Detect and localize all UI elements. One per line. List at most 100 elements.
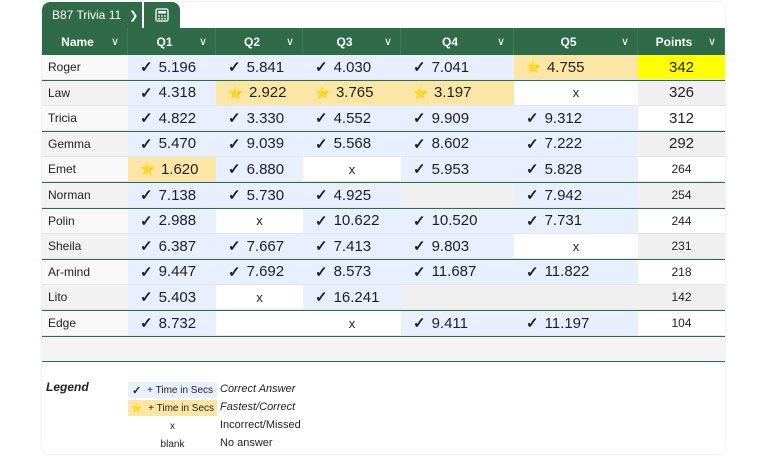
answer-cell-q3: ✓ 4.925 [303,183,401,208]
answer-value: 4.822 [158,109,197,127]
chevron-down-icon: ∨ [383,36,392,48]
checkmark-icon: ✓ [140,263,153,281]
answer-value: 7.138 [158,186,197,204]
answer-cell-q4: ✓ 5.953 [401,157,514,183]
checkmark-icon: ✓ [413,238,426,256]
player-name: Tricia [42,106,128,132]
answer-cell-q3: x [303,157,401,183]
column-header-label: Q2 [243,34,260,49]
chevron-down-icon: ∨ [198,36,207,48]
column-header-q1[interactable]: Q1 ∨ [128,28,216,55]
answer-value: 8.602 [431,135,470,153]
answer-cell-q5: ✓ 7.731 [514,208,638,234]
answer-value: 4.318 [158,84,197,102]
checkmark-icon: ✓ [413,135,426,153]
answer-value: x [256,213,263,229]
answer-cell-q3: ✓ 10.622 [303,208,401,234]
player-name: Norman [42,183,128,208]
answer-cell-q3: ✓ 4.552 [303,106,401,132]
answer-cell-q5: x [514,80,638,106]
checkmark-icon: ✓ [131,384,142,397]
column-header-q3[interactable]: Q3 ∨ [303,28,401,55]
answer-value: 9.909 [431,109,470,127]
legend: Legend ✓ + Time in Secs Correct Answer ⭐ + T… [42,362,725,454]
answer-value: 7.692 [246,263,285,281]
answer-cell-q2: ✓ 7.667 [216,234,303,260]
checkmark-icon: ✓ [140,59,153,76]
column-header-q5[interactable]: Q5 ∨ [514,28,638,55]
answer-value: x [572,238,580,254]
answer-cell-q2: ✓ 9.039 [216,131,303,157]
column-header-q4[interactable]: Q4 ∨ [401,28,514,55]
column-header-name[interactable]: Name ∨ [42,28,128,55]
checkmark-icon: ✓ [315,110,328,128]
answer-value: 9.803 [431,237,470,255]
answer-value: 5.828 [544,160,583,178]
chevron-down-icon: ❯ [129,9,139,22]
answer-cell-q2: ✓ 3.330 [216,106,303,132]
star-icon: ⭐ [228,85,243,100]
player-name: Ar-mind [42,259,128,285]
answer-value: 4.925 [333,186,372,204]
answer-cell-q3: ✓ 5.568 [303,131,401,157]
sheet-tab[interactable]: B87 Trivia 11 ❯ [42,2,142,28]
answer-value: 11.197 [544,314,590,332]
answer-cell-q2 [216,311,303,336]
answer-value: 8.573 [333,263,372,281]
answer-cell-q2: ✓ 6.880 [216,157,303,183]
legend-sample-text: x [170,420,175,432]
column-header-label: Q4 [441,34,458,49]
answer-value: 9.039 [246,135,285,153]
points-cell: 104 [638,311,725,336]
answer-cell-q4: ✓ 9.909 [401,106,514,132]
checkmark-icon: ✓ [315,238,328,256]
player-name: Polin [42,208,128,234]
checkmark-icon: ✓ [140,238,153,256]
checkmark-icon: ✓ [413,315,426,332]
tab-bar: B87 Trivia 11 ❯ [42,2,725,28]
checkmark-icon: ✓ [413,263,426,281]
column-header-label: Q1 [156,34,173,49]
answer-cell-q1: ✓ 8.732 [128,311,216,336]
answer-value: 5.403 [158,288,197,306]
answer-cell-q1: ✓ 2.988 [128,208,216,234]
checkmark-icon: ✓ [315,187,328,204]
column-header-q2[interactable]: Q2 ∨ [216,28,303,55]
answer-cell-q4 [401,285,514,311]
answer-value: 10.622 [333,212,380,230]
answer-cell-q4: ✓ 9.411 [401,311,514,336]
checkmark-icon: ✓ [228,110,241,128]
answer-cell-q3: ✓ 16.241 [303,285,401,311]
calculator-icon[interactable] [144,2,180,28]
column-header-points[interactable]: Points ∨ [638,28,725,55]
answer-cell-q5: ✓ 11.822 [514,259,638,285]
answer-cell-q5: ✓ 7.222 [514,131,638,157]
points-cell: 326 [638,80,725,106]
scores-table: Name ∨ Q1 ∨ Q2 ∨ Q3 ∨ Q4 ∨ Q5 ∨ Points ∨ Roger ✓ 5.196 ✓ 5… [42,28,725,362]
star-icon: ⭐ [140,162,155,177]
column-header-label: Name [61,34,94,49]
points-cell: 264 [638,157,725,183]
chevron-down-icon: ∨ [110,36,119,48]
answer-value: 7.667 [246,237,285,255]
answer-value: 5.841 [246,58,285,76]
player-name: Law [42,80,128,106]
answer-value: 9.411 [431,314,469,332]
star-icon: ⭐ [413,85,428,100]
checkmark-icon: ✓ [315,212,328,230]
checkmark-icon: ✓ [228,187,241,204]
checkmark-icon: ✓ [413,59,426,76]
sheet-tab-label: B87 Trivia 11 [52,8,122,22]
legend-description: Fastest/Correct [220,401,296,413]
checkmark-icon: ✓ [140,315,153,332]
points-cell: 218 [638,259,725,285]
legend-description: Correct Answer [220,383,296,395]
answer-value: 5.730 [246,186,285,204]
chevron-down-icon: ∨ [620,36,629,48]
checkmark-icon: ✓ [315,289,328,307]
answer-value: 11.687 [431,263,477,281]
star-icon: ⭐ [526,60,541,74]
answer-cell-q1: ✓ 5.403 [128,285,216,311]
player-name: Emet [42,157,128,183]
answer-cell-q2: x [216,285,303,311]
